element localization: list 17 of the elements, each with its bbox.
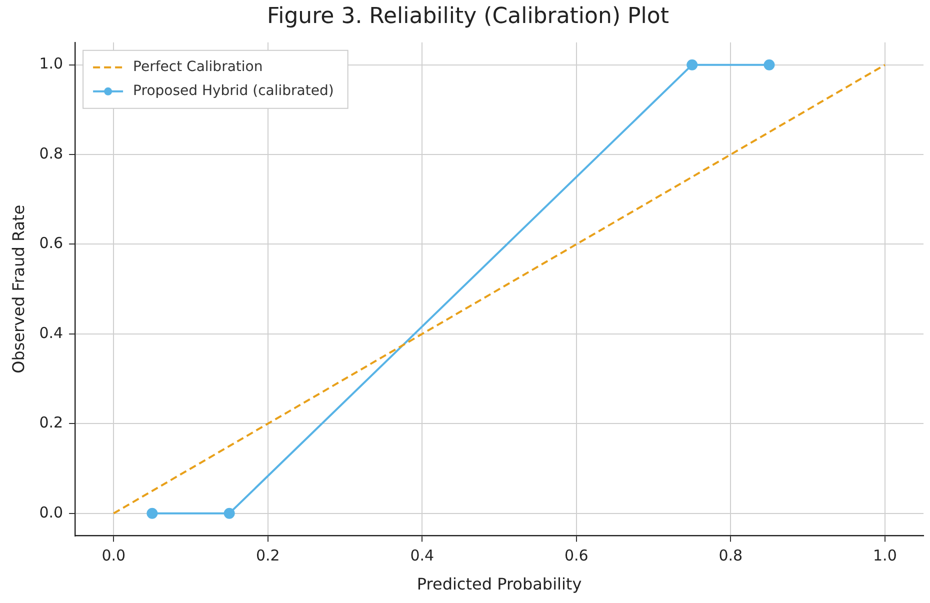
- x-tick-label: 0.8: [718, 546, 743, 565]
- y-tick-label: 0.2: [39, 414, 64, 432]
- y-tick-label: 1.0: [39, 54, 64, 73]
- x-axis-title: Predicted Probability: [416, 574, 582, 594]
- x-tick-label: 0.4: [410, 546, 434, 565]
- legend-label: Proposed Hybrid (calibrated): [133, 83, 334, 100]
- y-tick-label: 0.6: [39, 234, 64, 252]
- legend-label: Perfect Calibration: [133, 59, 263, 76]
- x-tick-label: 0.6: [564, 546, 588, 565]
- y-tick-label: 0.8: [39, 144, 64, 162]
- y-tick-label: 0.0: [39, 503, 64, 522]
- chart-title: Figure 3. Reliability (Calibration) Plot: [267, 4, 670, 29]
- x-tick-label: 0.2: [256, 546, 280, 565]
- x-tick-label: 1.0: [873, 546, 897, 565]
- y-axis-title: Observed Fraud Rate: [8, 204, 28, 374]
- y-tick-label: 0.4: [39, 324, 64, 342]
- x-tick-label: 0.0: [102, 546, 126, 565]
